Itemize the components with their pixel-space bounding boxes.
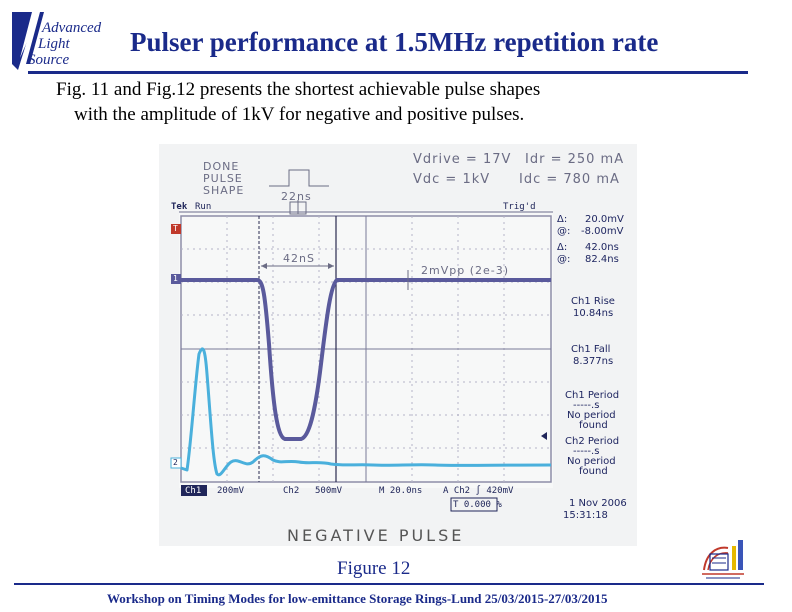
logo-word-source: Source (28, 52, 70, 68)
footer-divider (14, 583, 764, 585)
oscilloscope-photo: DONE PULSE SHAPE 22ns Vdrive = 17V Idr =… (159, 144, 637, 546)
note-22ns: 22ns (281, 190, 312, 203)
body-line-2: with the amplitude of 1kV for negative a… (74, 104, 525, 126)
note-ripple: 2mVpp (2e-3) (421, 264, 510, 277)
ch2-scale: 500mV (315, 486, 343, 496)
at-v-value: -8.00mV (581, 226, 624, 237)
title-divider (28, 71, 748, 74)
ch1-fall-label: Ch1 Fall (571, 344, 611, 355)
delta-label-t: Δ: (557, 242, 568, 253)
footer-text: Workshop on Timing Modes for low-emittan… (107, 591, 608, 606)
scope-trigger: A Ch2 ∫ 420mV (443, 486, 514, 496)
ch1-bottom-label: Ch1 (185, 486, 202, 496)
ch2-bottom-label: Ch2 (283, 486, 300, 496)
ch1-period-label: Ch1 Period (565, 390, 620, 401)
scope-position: T 0.000 % (453, 500, 502, 510)
scope-timebase: M 20.0ns (379, 486, 423, 496)
ch2-found: found (579, 466, 608, 477)
delta-label-v: Δ: (557, 214, 568, 225)
ch2-marker: 2 (173, 458, 178, 467)
logo-word-advanced: Advanced (42, 20, 102, 36)
als-swoosh-icon (12, 12, 44, 70)
note-pulse: PULSE (203, 172, 243, 185)
ch1-no-period: No period (567, 410, 616, 421)
note-shape: SHAPE (203, 184, 245, 197)
ch1-found: found (579, 420, 608, 431)
delta-v-value: 20.0mV (585, 214, 624, 225)
ch1-rise-value: 10.84ns (573, 308, 614, 319)
at-label-t: @: (557, 254, 571, 265)
scope-trig-state: Trig'd (503, 202, 536, 212)
logo-word-light: Light (38, 36, 70, 52)
note-idr: Idr = 250 mA (525, 152, 625, 167)
note-idc: Idc = 780 mA (519, 172, 620, 187)
ch2-period-label: Ch2 Period (565, 436, 620, 447)
trig-marker: T (173, 224, 178, 233)
scope-brand: Tek (171, 202, 188, 212)
ch1-marker: 1 (173, 274, 178, 283)
note-vdc: Vdc = 1kV (413, 172, 491, 187)
body-line-1: Fig. 11 and Fig.12 presents the shortest… (56, 79, 541, 100)
note-negative-pulse: NEGATIVE PULSE (287, 526, 465, 545)
ch1-period-value: -----.s (573, 400, 600, 411)
ch1-scale: 200mV (217, 486, 245, 496)
ch1-rise-label: Ch1 Rise (571, 296, 615, 307)
note-vdrive: Vdrive = 17V (413, 152, 512, 167)
note-done: DONE (203, 160, 240, 173)
scope-display-graphic (170, 169, 553, 512)
note-pulse-width: 42nS (283, 252, 315, 265)
body-text: Fig. 11 and Fig.12 presents the shortest… (56, 77, 540, 128)
scope-time: 15:31:18 (563, 510, 608, 521)
ch2-no-period: No period (567, 456, 616, 467)
scope-date: 1 Nov 2006 (569, 498, 627, 509)
ch2-period-value: -----.s (573, 446, 600, 457)
als-logo: Advanced Light Source (6, 8, 116, 70)
slide-title: Pulser performance at 1.5MHz repetition … (130, 27, 659, 57)
institution-logo-icon (702, 540, 744, 579)
at-t-value: 82.4ns (585, 254, 619, 265)
delta-t-value: 42.0ns (585, 242, 619, 253)
scope-run-state: Run (195, 202, 212, 212)
ch1-fall-value: 8.377ns (573, 356, 614, 367)
at-label-v: @: (557, 226, 571, 237)
figure-caption: Figure 12 (337, 558, 411, 579)
